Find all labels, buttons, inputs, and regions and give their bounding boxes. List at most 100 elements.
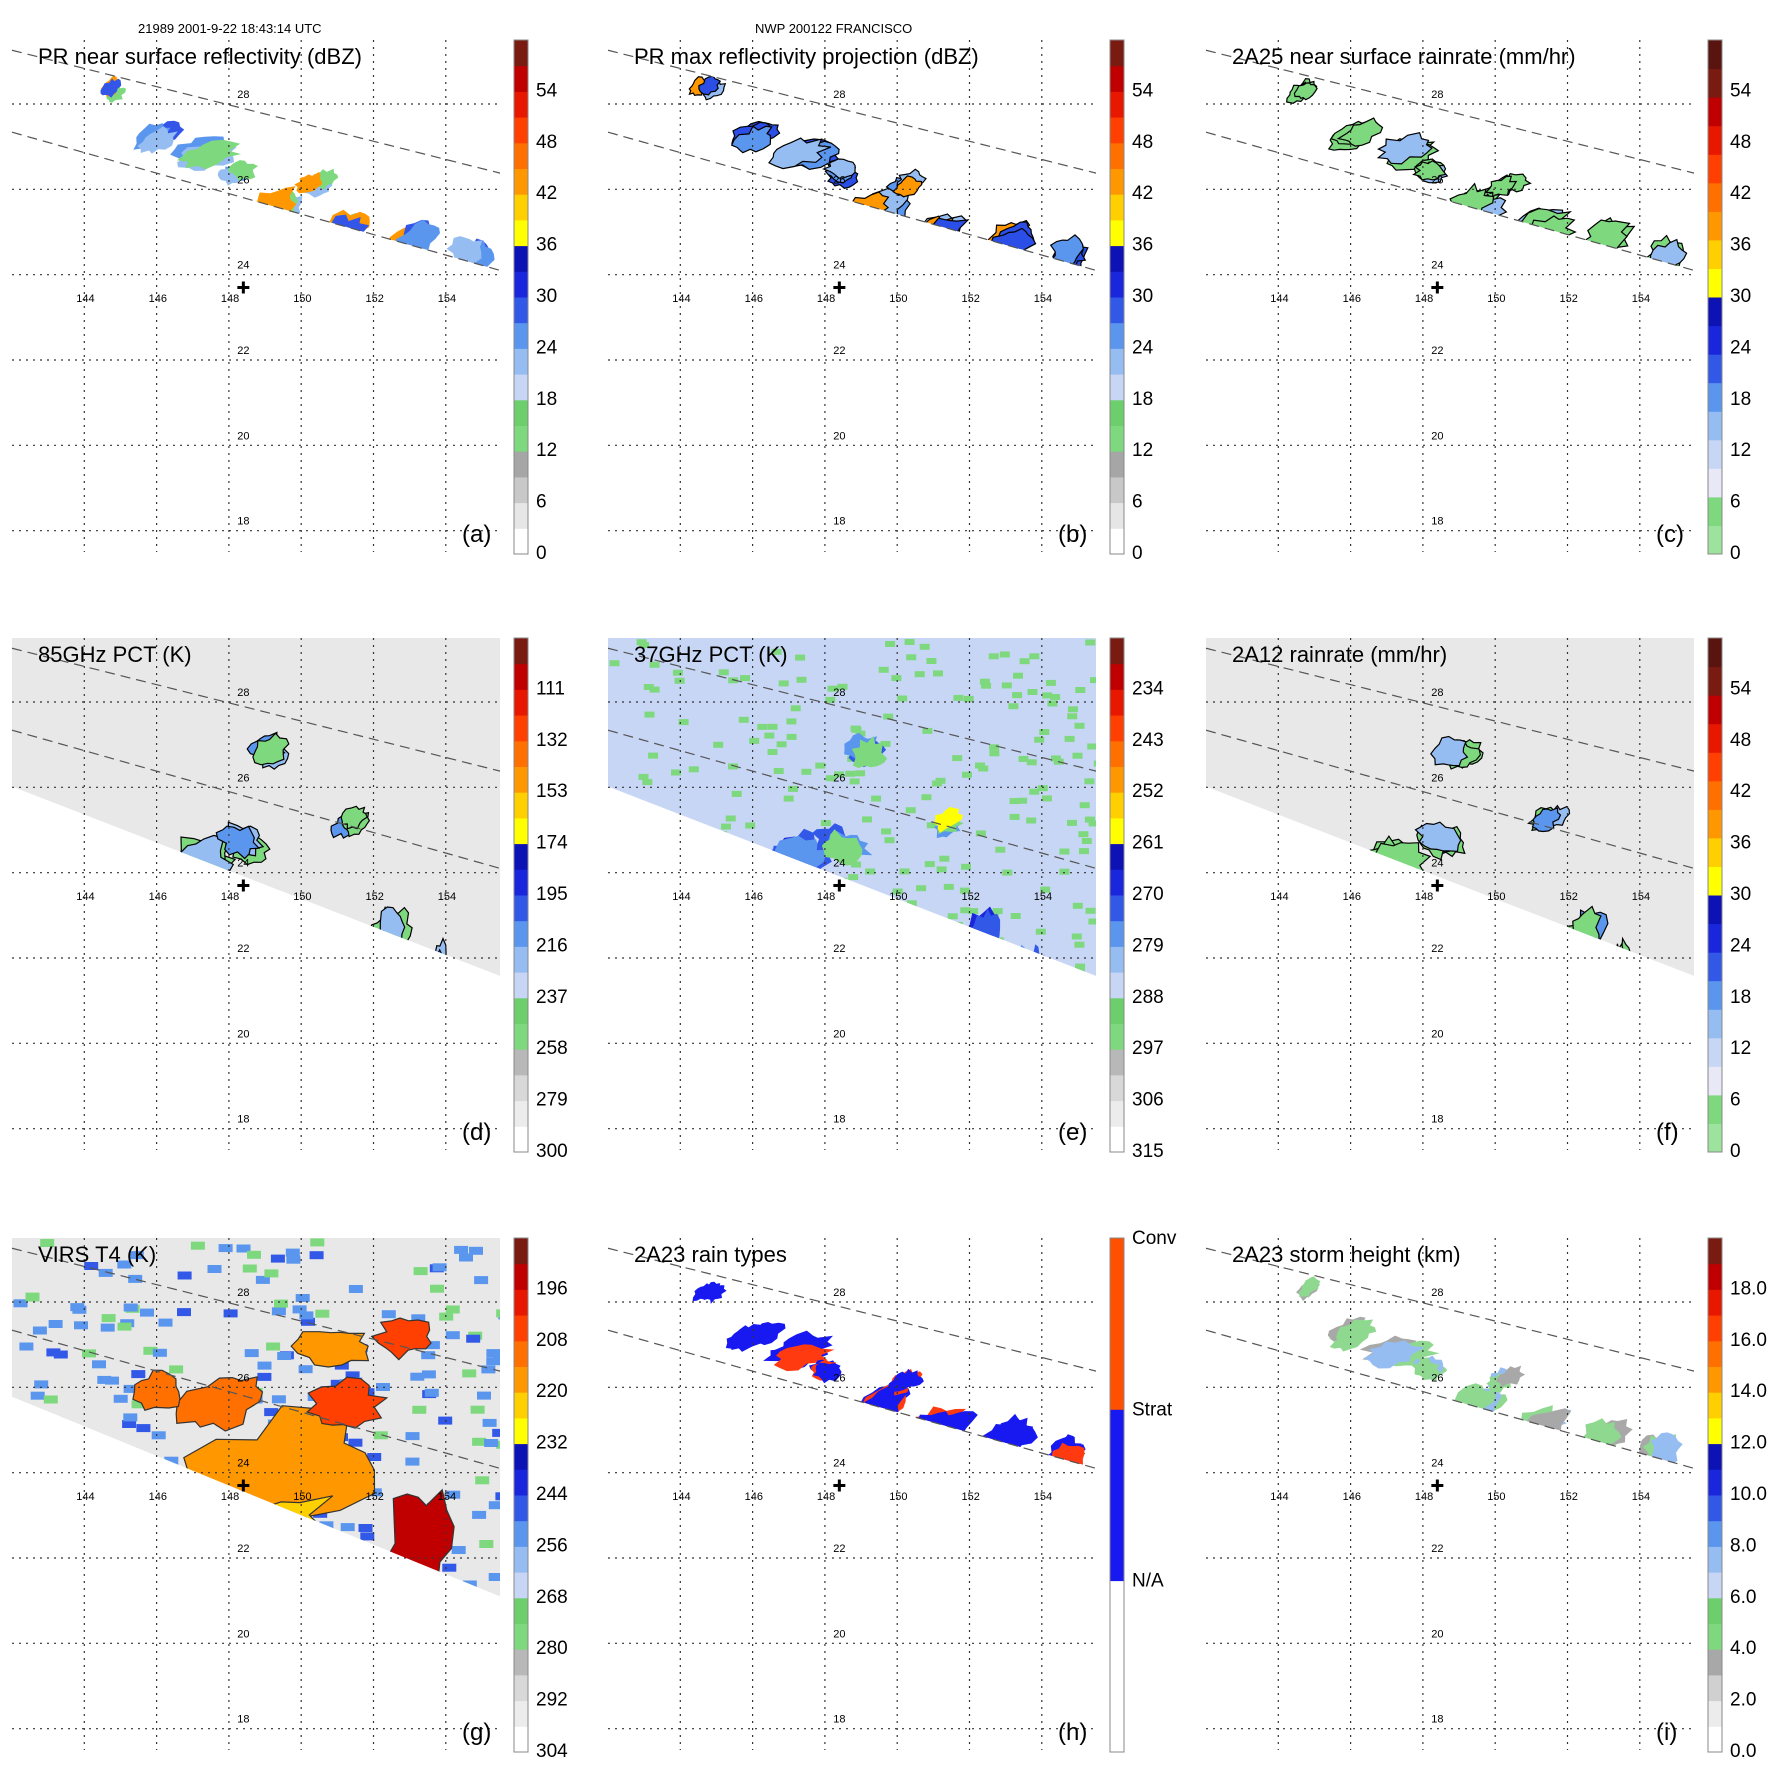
colorbar-label: 12 xyxy=(1730,1038,1751,1059)
colorbar-segment xyxy=(514,1315,528,1342)
data-cell xyxy=(1067,706,1078,713)
data-cell xyxy=(648,752,659,759)
data-cell xyxy=(50,1464,65,1473)
rain-feature xyxy=(851,736,888,768)
pr-swath-edge xyxy=(11,49,501,174)
colorbar-segment xyxy=(514,1340,528,1367)
lon-tick-label: 152 xyxy=(962,1491,980,1503)
data-cell xyxy=(858,989,868,995)
data-cell xyxy=(488,1501,500,1510)
rain-feature xyxy=(161,1495,334,1576)
data-cell xyxy=(74,1321,88,1330)
lat-tick-label: 28 xyxy=(833,687,845,699)
rain-feature xyxy=(1486,908,1512,953)
data-cell xyxy=(699,972,709,976)
rain-feature xyxy=(177,139,241,170)
data-cell xyxy=(12,1415,27,1424)
lat-tick-label: 28 xyxy=(1431,687,1443,699)
data-cell xyxy=(786,733,797,740)
pr-swath-edge xyxy=(607,1247,1097,1372)
data-cell xyxy=(979,678,990,685)
colorbar-label: Conv xyxy=(1132,1228,1177,1249)
colorbar-label: 280 xyxy=(536,1638,568,1659)
data-cell xyxy=(796,983,806,989)
data-cell xyxy=(152,1348,167,1357)
data-cell xyxy=(140,1308,154,1317)
rain-feature xyxy=(1014,944,1033,976)
colorbar-label: 48 xyxy=(1132,132,1153,153)
data-cell xyxy=(140,1595,155,1597)
colorbar-segment xyxy=(514,451,528,478)
data-cell xyxy=(105,1376,119,1385)
data-cell xyxy=(218,1244,233,1253)
lat-tick-label: 28 xyxy=(237,89,249,101)
colorbar-label: 36 xyxy=(1730,833,1751,854)
data-cell xyxy=(883,713,894,720)
colorbar-label: 232 xyxy=(536,1433,568,1454)
data-cell xyxy=(13,1299,28,1308)
data-cell xyxy=(1071,985,1081,991)
data-cell xyxy=(270,1254,285,1263)
colorbar-segment xyxy=(1110,1100,1124,1127)
data-cell xyxy=(190,1241,205,1250)
data-cell xyxy=(100,1513,115,1522)
colorbar-label: 0 xyxy=(1730,1141,1741,1162)
data-cell xyxy=(123,1384,138,1393)
colorbar-segment xyxy=(1110,792,1124,819)
colorbar-segment xyxy=(1708,125,1722,155)
data-cell xyxy=(879,913,890,920)
data-cell xyxy=(1009,798,1020,805)
data-cell xyxy=(1087,743,1096,750)
data-cell xyxy=(855,770,866,777)
lon-tick-label: 148 xyxy=(1415,891,1433,903)
lon-tick-label: 146 xyxy=(149,293,167,305)
data-cell xyxy=(664,947,675,954)
data-cell xyxy=(738,716,749,723)
data-cell xyxy=(642,892,653,899)
colorbar-label: 24 xyxy=(1730,935,1752,956)
data-cell xyxy=(959,887,970,894)
lon-tick-label: 148 xyxy=(1415,1491,1433,1503)
data-cell xyxy=(286,1255,301,1264)
data-cell xyxy=(136,1424,151,1433)
colorbar-segment xyxy=(1110,715,1124,742)
colorbar-frame xyxy=(513,637,529,1153)
lon-tick-label: 150 xyxy=(1487,1491,1505,1503)
rain-feature xyxy=(907,908,933,948)
rain-feature xyxy=(1407,902,1447,942)
colorbar-segment xyxy=(1110,689,1124,716)
colorbar-segment xyxy=(1708,895,1722,925)
data-cell xyxy=(1010,913,1021,919)
lat-tick-label: 24 xyxy=(1431,260,1443,272)
data-cell xyxy=(498,1311,500,1320)
data-cell xyxy=(299,1311,314,1320)
colorbar-segment xyxy=(514,1074,528,1102)
colorbar-segment xyxy=(514,1100,528,1127)
data-cell xyxy=(302,1563,317,1572)
data-cell xyxy=(315,1309,330,1318)
pr-swath-edge xyxy=(607,729,1097,869)
panel-i: 28 26 24 22 20 18 144 146 148 150 152 154 2A23 storm… xyxy=(1205,1237,1767,1762)
lon-tick-label: 146 xyxy=(745,293,763,305)
data-cell xyxy=(643,684,654,690)
lat-tick-label: 20 xyxy=(1431,430,1443,442)
colorbar-segment xyxy=(1708,723,1722,753)
colorbar-label: 261 xyxy=(1132,833,1164,854)
data-cell xyxy=(801,768,812,775)
data-cell xyxy=(445,1331,460,1340)
data-cell xyxy=(783,918,794,925)
data-cell xyxy=(745,822,756,829)
data-cell xyxy=(652,949,663,956)
lat-tick-label: 28 xyxy=(833,89,845,101)
lon-tick-label: 152 xyxy=(366,1491,384,1503)
rain-feature xyxy=(1650,1432,1683,1465)
colorbar-segment xyxy=(514,1700,528,1727)
data-cell xyxy=(881,828,892,835)
colorbar-segment xyxy=(514,40,528,67)
colorbar-segment xyxy=(514,1520,528,1547)
colorbar-segment xyxy=(1708,1238,1722,1265)
colorbar-segment xyxy=(1708,1263,1722,1290)
data-cell xyxy=(749,737,760,744)
rain-feature xyxy=(210,902,245,946)
data-cell xyxy=(466,1334,481,1343)
